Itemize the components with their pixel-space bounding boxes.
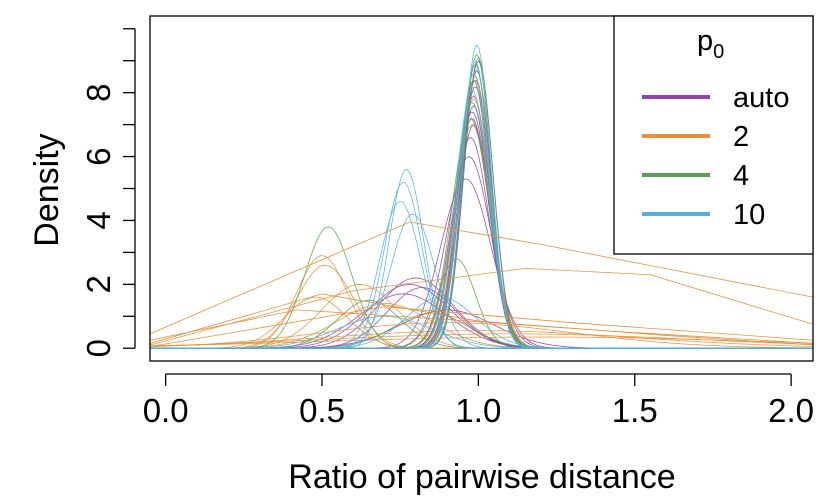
- density-curve-2-broad-4: [150, 309, 813, 344]
- density-curve-2-10: [150, 330, 813, 347]
- density-curve-2-8: [150, 303, 813, 349]
- y-tick-label-2: 2: [80, 275, 117, 293]
- density-curve-2-broad-3: [150, 306, 813, 348]
- legend-label-4: 4: [733, 160, 749, 192]
- legend-label-10: 10: [733, 199, 765, 231]
- y-tick-label-8: 8: [80, 83, 117, 101]
- x-axis-title: Ratio of pairwise distance: [288, 458, 675, 496]
- density-curve-2-broad-5: [150, 293, 813, 346]
- density-curves: [150, 44, 813, 349]
- x-tick-label-2.0: 2.0: [768, 392, 814, 429]
- legend-title-main: p: [697, 25, 713, 57]
- density-curve-10-10: [150, 315, 813, 349]
- legend: p0 auto 2 4 10: [613, 15, 814, 255]
- y-axis-title: Density: [28, 133, 66, 246]
- legend-title: p0: [697, 25, 724, 63]
- y-tick-label-4: 4: [80, 211, 117, 229]
- x-tick-label-0.5: 0.5: [299, 392, 345, 429]
- density-curve-2-12: [150, 336, 813, 347]
- y-tick-label-0: 0: [80, 339, 117, 357]
- x-axis: 0.0 0.5 1.0 1.5 2.0: [143, 373, 814, 429]
- legend-title-subscript: 0: [713, 41, 724, 63]
- y-axis: 0 2 4 6 8: [80, 28, 136, 357]
- density-curve-2-broad-2: [150, 267, 813, 346]
- legend-label-2: 2: [733, 121, 749, 153]
- x-tick-label-1.5: 1.5: [612, 392, 658, 429]
- density-curve-auto-15: [150, 287, 813, 349]
- legend-label-auto: auto: [733, 82, 789, 114]
- x-tick-label-0.0: 0.0: [143, 392, 189, 429]
- density-curve-2-9: [150, 322, 813, 349]
- density-curve-2-broad-1: [150, 221, 813, 335]
- legend-entries: auto 2 4 10: [642, 82, 789, 231]
- x-tick-label-1.0: 1.0: [455, 392, 501, 429]
- y-tick-label-6: 6: [80, 147, 117, 165]
